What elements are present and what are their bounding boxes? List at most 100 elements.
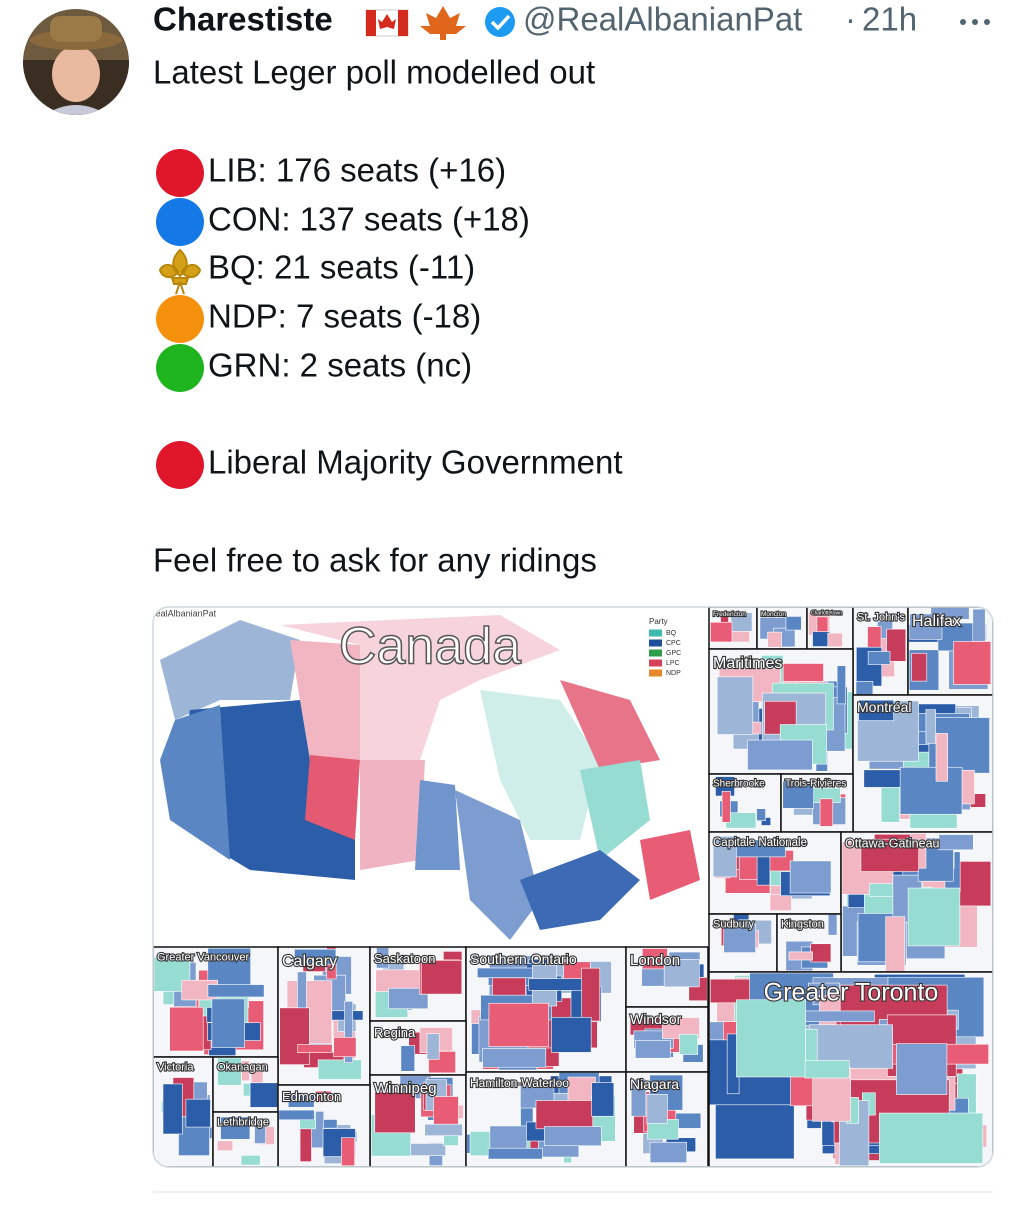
handle[interactable]: @RealAlbanianPat — [523, 1, 802, 38]
map-district — [185, 1098, 211, 1128]
map-district — [374, 1091, 416, 1134]
legend-swatch — [649, 669, 662, 677]
region-label: Capitale Nationale — [713, 837, 807, 849]
legend-title: Party — [649, 617, 668, 626]
map-district — [807, 982, 840, 996]
map-district — [953, 641, 992, 685]
map-district — [581, 967, 601, 1022]
tweet-line: Liberal Majority Government — [208, 444, 623, 481]
region-label: Halifax — [912, 613, 961, 630]
map-district — [646, 1093, 668, 1124]
map-district — [836, 665, 846, 705]
map-district — [855, 681, 874, 696]
map-district — [240, 1155, 261, 1166]
map-district — [544, 1126, 602, 1147]
region-label: Saskatoon — [374, 951, 435, 966]
map-district — [297, 1044, 333, 1053]
timestamp[interactable]: 21h — [862, 1, 917, 38]
tweet-line: BQ: 21 seats (-11) — [208, 249, 475, 286]
region-label: London — [630, 952, 680, 969]
region-label: Regina — [374, 1025, 416, 1040]
tweet-line: LIB: 176 seats (+16) — [208, 152, 506, 189]
map-card-border — [152, 606, 994, 1168]
flag-icon — [365, 9, 409, 37]
map-district — [333, 1037, 357, 1058]
map-district — [421, 960, 463, 995]
watermark: @RealAlbanianPat — [140, 608, 217, 618]
map-district — [804, 1060, 850, 1079]
map-district — [789, 860, 832, 894]
map-district — [315, 1090, 332, 1102]
map-district — [860, 838, 920, 872]
map-district — [716, 676, 754, 735]
map-panel-border — [625, 1071, 709, 1167]
map-district — [886, 628, 907, 662]
map-district — [323, 1119, 338, 1129]
map-district — [827, 632, 843, 648]
tweet-line: Feel free to ask for any ridings — [153, 542, 597, 579]
tweet-line: GRN: 2 seats (nc) — [208, 347, 472, 384]
region-label: Greater Vancouver — [157, 952, 249, 964]
region-label: Niagara — [630, 1076, 679, 1092]
map-district — [254, 1124, 266, 1144]
map-district — [535, 1100, 594, 1130]
map-district — [169, 1006, 204, 1052]
map-district — [827, 914, 838, 936]
region-label: Sherbrooke — [713, 779, 765, 790]
author-name[interactable]: Charestiste — [153, 1, 333, 38]
map-image[interactable]: Fredericton Moncton Charlottetown St. John'… — [140, 607, 993, 1167]
avatar[interactable] — [20, 6, 132, 120]
map-district — [482, 1048, 547, 1068]
map-district — [487, 1147, 543, 1160]
map-district — [278, 1109, 315, 1121]
map-district — [764, 659, 774, 669]
legend-swatch — [649, 659, 662, 667]
map-district — [715, 1099, 795, 1160]
red-circle-icon — [156, 149, 204, 197]
map-district — [220, 1116, 251, 1140]
region-label: Maritimes — [713, 655, 782, 672]
map-district — [488, 1002, 549, 1047]
map-district — [249, 1082, 278, 1108]
map-district — [938, 834, 974, 851]
map-district — [782, 780, 814, 809]
canada-map — [160, 615, 700, 940]
region-label: St. John's — [857, 612, 905, 624]
map-district — [207, 984, 265, 998]
legend-swatch — [649, 649, 662, 657]
map-district — [424, 1123, 463, 1137]
map-district — [294, 948, 337, 965]
map-district — [896, 1043, 948, 1095]
tweet-line: NDP: 7 seats (-18) — [208, 298, 481, 335]
region-label: Lethbridge — [217, 1117, 269, 1129]
region-label: Montréal — [857, 699, 911, 715]
map-district — [679, 1033, 699, 1055]
map-district — [880, 781, 900, 823]
map-district — [406, 1143, 446, 1156]
map-district — [925, 709, 936, 744]
region-label: Victoria — [157, 1062, 194, 1074]
map-district — [279, 1007, 310, 1065]
map-district — [721, 791, 731, 823]
fleur-de-lis-icon — [158, 248, 202, 295]
region-label: Greater Toronto — [764, 979, 939, 1007]
map-district — [867, 651, 891, 665]
map-district — [972, 608, 986, 642]
map-district — [712, 835, 737, 878]
more-button[interactable] — [960, 19, 990, 25]
map-district — [341, 1137, 355, 1167]
region-label: Trois-Rivières — [785, 779, 846, 790]
region-label: Fredericton — [713, 611, 746, 618]
region-label: Calgary — [282, 953, 337, 970]
legend-label: NDP — [666, 670, 681, 677]
tweet-line: CON: 137 seats (+18) — [208, 201, 530, 238]
map-district — [635, 1039, 671, 1059]
map-district — [819, 798, 834, 827]
map-district — [649, 1141, 688, 1163]
legend-label: BQ — [666, 630, 677, 637]
region-label: Windsor — [630, 1011, 682, 1027]
map-district — [641, 948, 668, 970]
region-label: Winnipeg — [374, 1080, 437, 1097]
